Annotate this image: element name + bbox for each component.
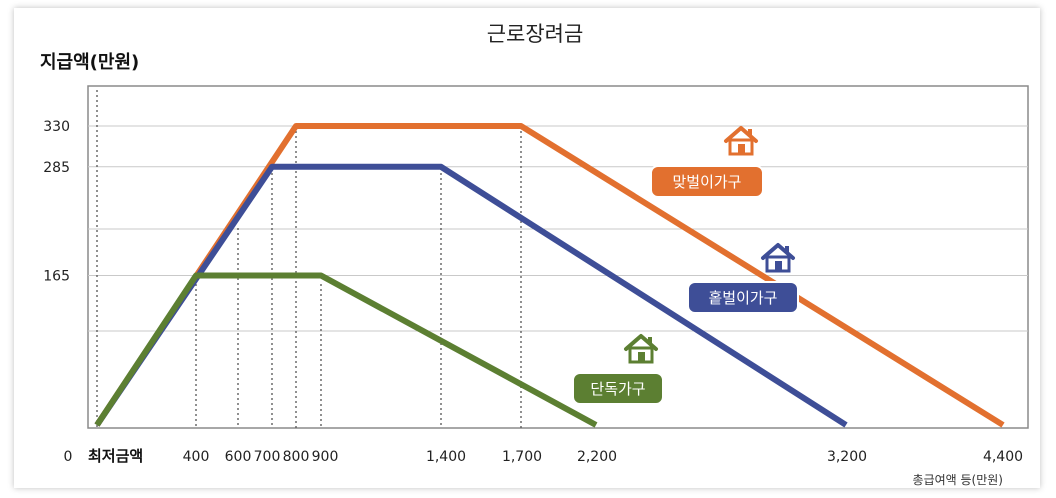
plot-frame <box>87 85 1029 429</box>
chart-title: 근로장려금 <box>487 22 584 46</box>
x-tick-label: 3,200 <box>827 449 867 465</box>
house-icon <box>724 126 758 156</box>
x-tick-label: 1,400 <box>426 449 466 465</box>
badge-label: 맞벌이가구 <box>672 173 741 191</box>
y-tick-label: 285 <box>43 160 70 176</box>
badge-dual-income: 맞벌이가구 <box>650 126 764 198</box>
house-icon <box>761 243 795 273</box>
x-tick-label: 2,200 <box>577 449 617 465</box>
x-tick-label: 600 <box>225 449 252 465</box>
y-tick-label: 165 <box>43 269 70 285</box>
x-tick-label: 1,700 <box>502 449 542 465</box>
x-ticks: 0 최저금액 400 600 700 800 900 1,400 1,700 2,200 3,200… <box>64 447 1024 465</box>
badge-single-person: 단독가구 <box>572 334 664 405</box>
x-tick-label: 800 <box>283 449 310 465</box>
x-tick-label-minimum: 최저금액 <box>88 447 143 465</box>
y-axis-title: 지급액(만원) <box>40 52 139 73</box>
y-tick-label: 330 <box>43 119 70 135</box>
house-icon <box>624 334 658 364</box>
badge-label: 단독가구 <box>590 380 645 398</box>
dotted-guides <box>96 90 522 428</box>
series-group <box>94 123 1005 428</box>
badge-box <box>687 281 799 314</box>
badge-label: 홑벌이가구 <box>708 289 777 307</box>
badge-single-income: 홑벌이가구 <box>687 243 799 314</box>
badge-box <box>572 372 664 405</box>
x-tick-label: 4,400 <box>983 449 1023 465</box>
chart-card <box>14 8 1040 488</box>
badge-box <box>650 165 764 198</box>
series-line-single-person <box>94 272 598 428</box>
x-tick-label: 900 <box>312 449 339 465</box>
y-ticks: 330 285 165 <box>43 119 70 285</box>
x-tick-label: 700 <box>254 449 281 465</box>
x-tick-label: 0 <box>64 449 73 465</box>
x-tick-label: 400 <box>183 449 210 465</box>
x-axis-title: 총급여액 등(만원) <box>913 473 1003 487</box>
